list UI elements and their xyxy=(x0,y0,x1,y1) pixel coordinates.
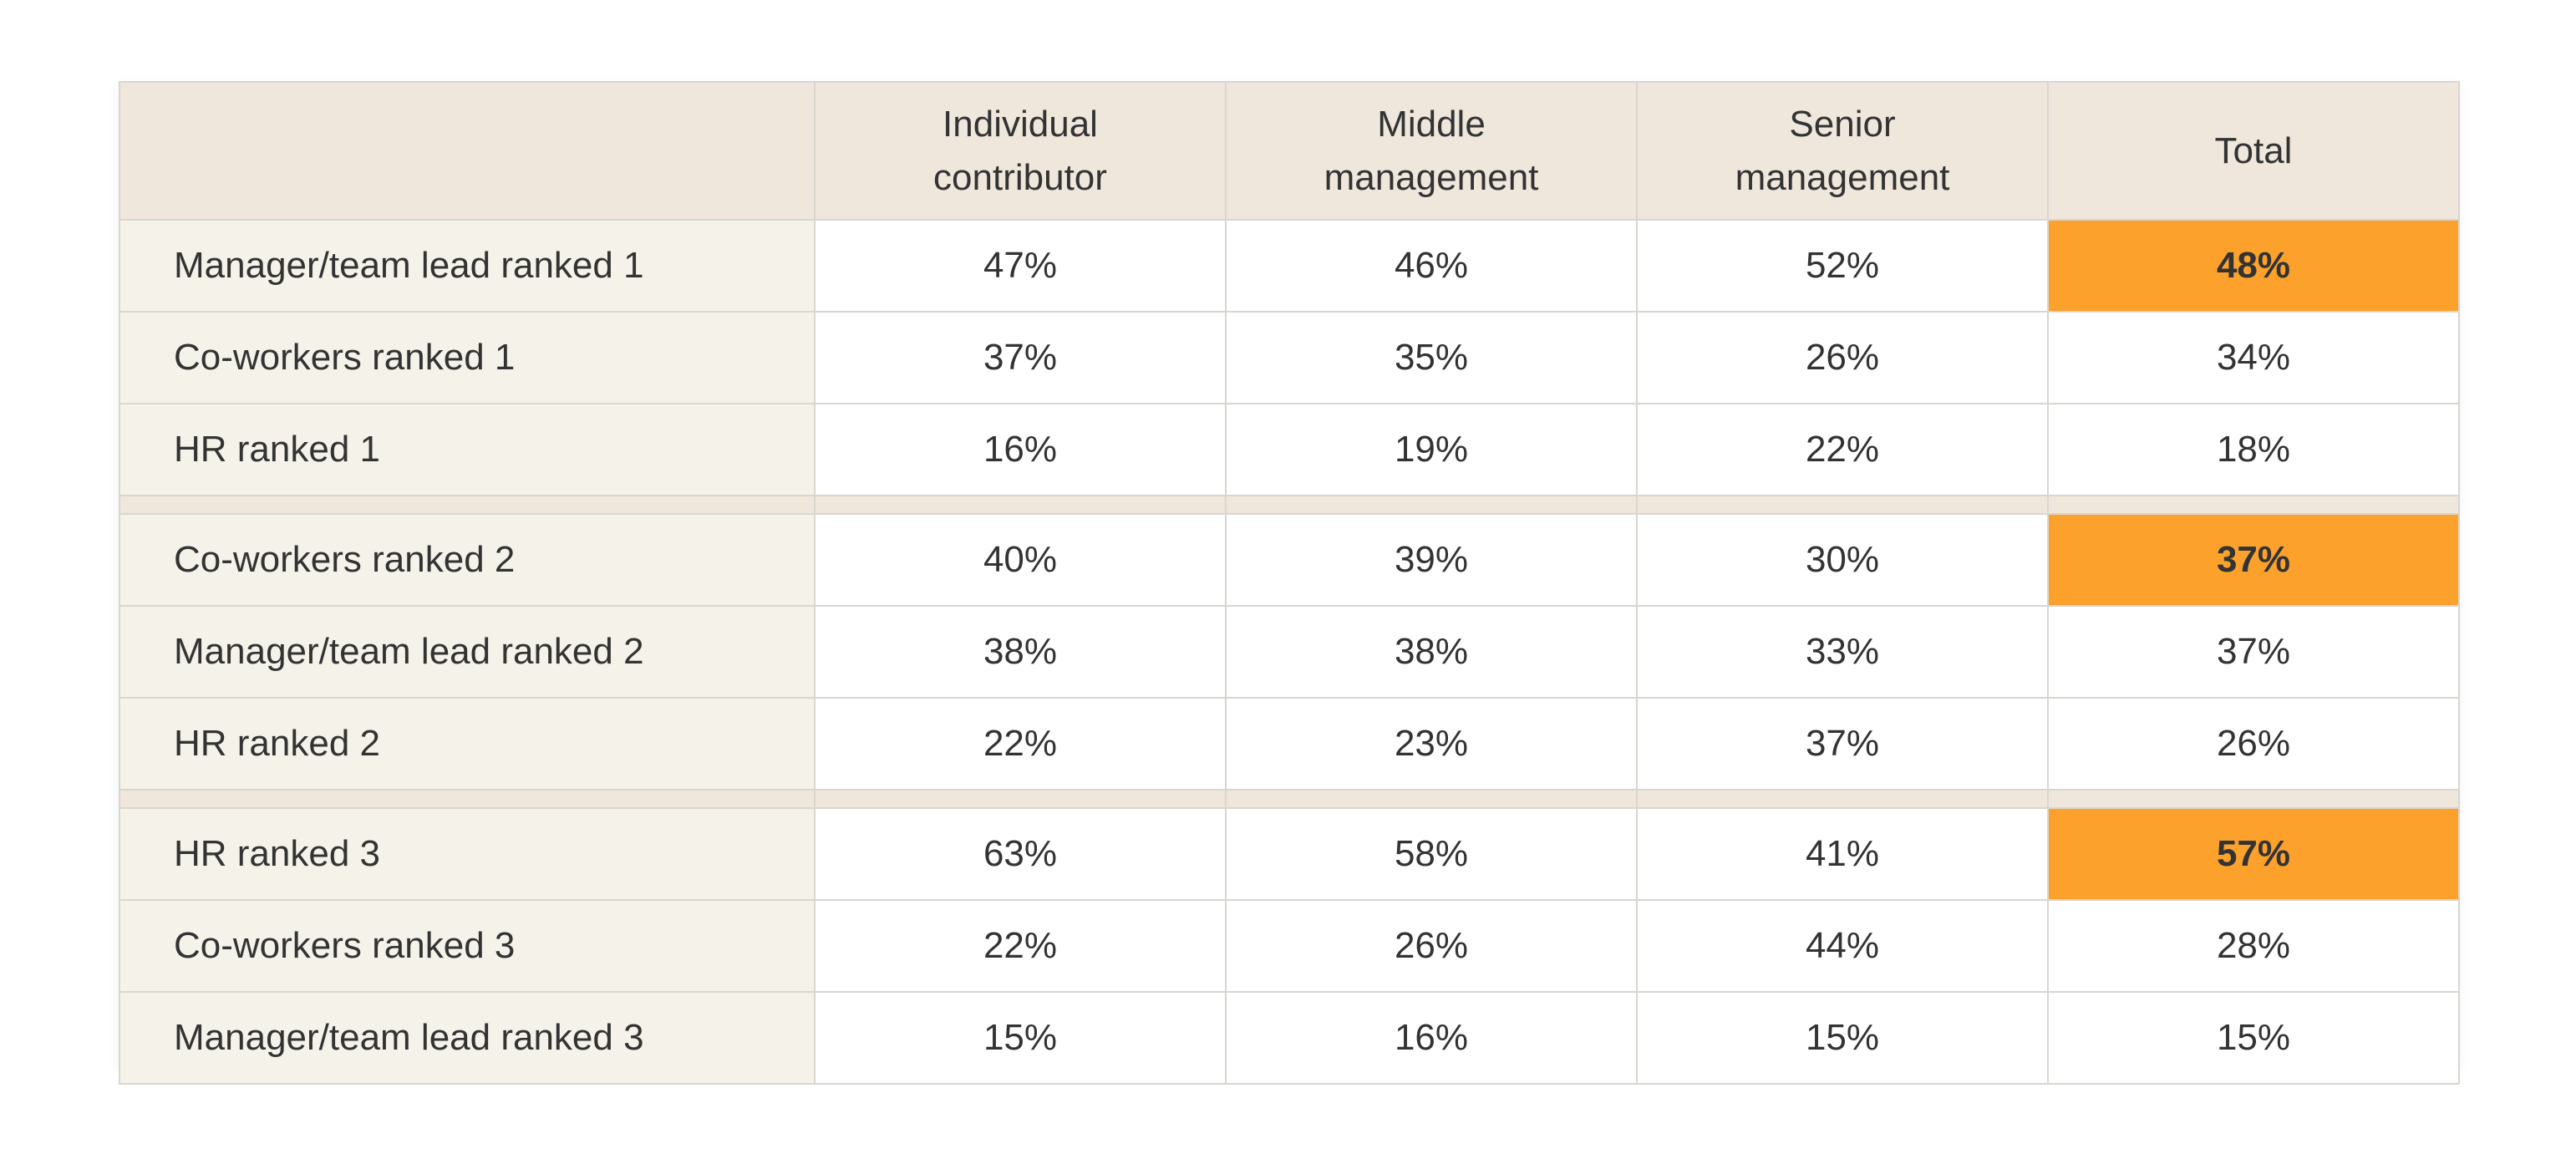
table-row: Manager/team lead ranked 3 15% 16% 15% 15% xyxy=(119,991,2460,1085)
separator-cell xyxy=(1636,495,2049,515)
value-cell: 19% xyxy=(1225,403,1638,496)
table-row: Co-workers ranked 3 22% 26% 44% 28% xyxy=(119,899,2460,993)
value-cell: 23% xyxy=(1225,697,1638,791)
value-cell: 63% xyxy=(814,807,1227,901)
column-header-middle-management: Middle management xyxy=(1225,81,1638,221)
separator-cell xyxy=(1636,789,2049,809)
value-cell: 15% xyxy=(814,991,1227,1085)
row-label: Co-workers ranked 2 xyxy=(119,513,815,607)
value-cell: 40% xyxy=(814,513,1227,607)
value-cell: 52% xyxy=(1636,219,2049,313)
value-cell: 35% xyxy=(1225,311,1638,404)
separator-cell xyxy=(814,495,1227,515)
ranking-table: Individual contributor Middle management… xyxy=(119,81,2460,1085)
value-cell: 37% xyxy=(814,311,1227,404)
row-label: Manager/team lead ranked 2 xyxy=(119,605,815,699)
table-row: Manager/team lead ranked 1 47% 46% 52% 48% xyxy=(119,219,2460,313)
value-cell: 41% xyxy=(1636,807,2049,901)
value-cell: 30% xyxy=(1636,513,2049,607)
separator-cell xyxy=(1225,495,1638,515)
table-row: HR ranked 1 16% 19% 22% 18% xyxy=(119,403,2460,496)
column-header-line: management xyxy=(1324,156,1539,198)
value-cell: 44% xyxy=(1636,899,2049,993)
value-cell: 37% xyxy=(1636,697,2049,791)
header-corner-cell xyxy=(119,81,815,221)
ranking-table-container: Individual contributor Middle management… xyxy=(119,81,2460,1085)
row-label: HR ranked 1 xyxy=(119,403,815,496)
value-cell: 38% xyxy=(1225,605,1638,699)
column-header-individual-contributor: Individual contributor xyxy=(814,81,1227,221)
value-cell: 26% xyxy=(1636,311,2049,404)
header-row: Individual contributor Middle management… xyxy=(119,81,2460,221)
separator-cell xyxy=(119,789,815,809)
column-header-line: contributor xyxy=(933,156,1107,198)
value-cell: 22% xyxy=(814,899,1227,993)
value-cell: 18% xyxy=(2047,403,2460,496)
value-cell: 15% xyxy=(2047,991,2460,1085)
table-row: Co-workers ranked 2 40% 39% 30% 37% xyxy=(119,513,2460,607)
value-cell: 39% xyxy=(1225,513,1638,607)
value-cell: 16% xyxy=(814,403,1227,496)
group-separator xyxy=(119,495,2460,515)
row-label: Manager/team lead ranked 3 xyxy=(119,991,815,1085)
table-row: HR ranked 2 22% 23% 37% 26% xyxy=(119,697,2460,791)
value-cell: 26% xyxy=(2047,697,2460,791)
separator-cell xyxy=(1225,789,1638,809)
value-cell: 15% xyxy=(1636,991,2049,1085)
column-header-line: Middle xyxy=(1377,103,1486,145)
row-label: Co-workers ranked 3 xyxy=(119,899,815,993)
value-cell: 48% xyxy=(2047,219,2460,313)
table-row: HR ranked 3 63% 58% 41% 57% xyxy=(119,807,2460,901)
column-header-senior-management: Senior management xyxy=(1636,81,2049,221)
value-cell: 58% xyxy=(1225,807,1638,901)
separator-cell xyxy=(814,789,1227,809)
column-header-total: Total xyxy=(2047,81,2460,221)
value-cell: 46% xyxy=(1225,219,1638,313)
value-cell: 33% xyxy=(1636,605,2049,699)
value-cell: 22% xyxy=(814,697,1227,791)
value-cell: 22% xyxy=(1636,403,2049,496)
separator-cell xyxy=(2047,495,2460,515)
row-label: Manager/team lead ranked 1 xyxy=(119,219,815,313)
value-cell: 34% xyxy=(2047,311,2460,404)
row-label: HR ranked 2 xyxy=(119,697,815,791)
column-header-line: management xyxy=(1735,156,1950,198)
value-cell: 26% xyxy=(1225,899,1638,993)
table-row: Manager/team lead ranked 2 38% 38% 33% 37% xyxy=(119,605,2460,699)
separator-cell xyxy=(2047,789,2460,809)
value-cell: 57% xyxy=(2047,807,2460,901)
row-label: HR ranked 3 xyxy=(119,807,815,901)
column-header-line: Total xyxy=(2214,130,2293,171)
table-row: Co-workers ranked 1 37% 35% 26% 34% xyxy=(119,311,2460,404)
value-cell: 37% xyxy=(2047,605,2460,699)
value-cell: 38% xyxy=(814,605,1227,699)
table-body: Manager/team lead ranked 1 47% 46% 52% 48% Co… xyxy=(119,219,2460,1085)
separator-cell xyxy=(119,495,815,515)
group-separator xyxy=(119,789,2460,809)
value-cell: 37% xyxy=(2047,513,2460,607)
column-header-line: Senior xyxy=(1789,103,1896,145)
row-label: Co-workers ranked 1 xyxy=(119,311,815,404)
column-header-line: Individual xyxy=(943,103,1098,145)
value-cell: 16% xyxy=(1225,991,1638,1085)
value-cell: 47% xyxy=(814,219,1227,313)
value-cell: 28% xyxy=(2047,899,2460,993)
